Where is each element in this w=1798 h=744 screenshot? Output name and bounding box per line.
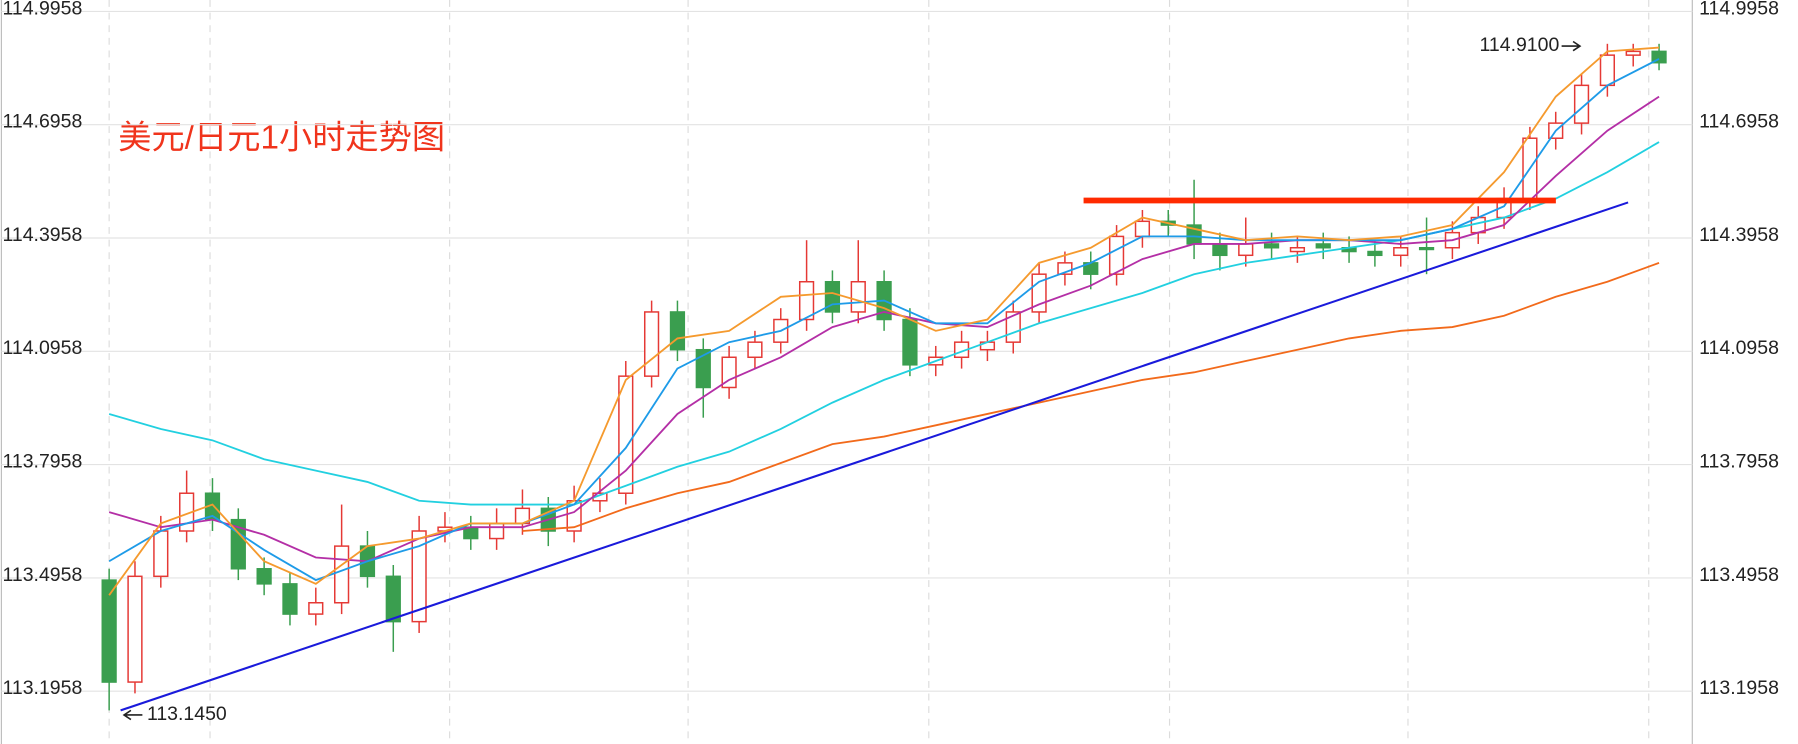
- y-tick-label-right: 114.6958: [1699, 111, 1779, 133]
- y-tick-label-left: 113.4958: [3, 564, 83, 586]
- candle-body: [1418, 247, 1435, 251]
- candle-body: [618, 375, 634, 494]
- candle-body: [850, 280, 866, 313]
- candle-body: [1057, 262, 1073, 275]
- candle-body: [1289, 247, 1306, 253]
- candle-body: [669, 311, 686, 351]
- y-tick-label-right: 113.1958: [1699, 677, 1779, 699]
- trend-line: [120, 201, 1629, 712]
- y-tick-label-right: 113.4958: [1699, 564, 1779, 586]
- candle-body: [1573, 84, 1590, 124]
- moving-average-line: [108, 46, 1660, 596]
- candle-body: [1212, 243, 1228, 257]
- chart-title: 美元/日元1小时走势图: [118, 120, 445, 157]
- candle-body: [1367, 250, 1383, 257]
- y-tick-label-left: 113.7958: [3, 450, 83, 472]
- candle-body: [101, 579, 117, 683]
- candle-body: [1263, 243, 1280, 249]
- y-tick-label-left: 114.0958: [3, 337, 83, 359]
- candle-body: [1625, 50, 1641, 56]
- candle-body: [334, 545, 350, 604]
- high-annotation: 114.9100: [1480, 34, 1560, 56]
- candle-body: [798, 280, 815, 321]
- candle-body: [747, 341, 763, 359]
- moving-average-line: [108, 58, 1660, 582]
- candle-body: [695, 348, 711, 389]
- y-tick-label-right: 114.0958: [1699, 337, 1779, 359]
- y-tick-label-right: 113.7958: [1699, 450, 1779, 472]
- vertical-grid: [108, 0, 1650, 744]
- moving-average-line: [522, 262, 1660, 532]
- annotation-arrow: [1561, 40, 1582, 52]
- candle-body: [308, 602, 324, 615]
- candle-body: [256, 568, 272, 585]
- candle-body: [643, 311, 660, 377]
- annotation-arrow: [122, 709, 143, 721]
- y-tick-label-left: 114.3958: [3, 224, 83, 246]
- candle-body: [1108, 235, 1125, 275]
- low-annotation: 113.1450: [147, 703, 227, 725]
- y-tick-label-right: 114.9958: [1699, 0, 1779, 19]
- candle-body: [902, 318, 918, 366]
- y-tick-label-left: 114.9958: [3, 0, 83, 19]
- candle-body: [1238, 243, 1254, 257]
- candle-body: [385, 575, 401, 623]
- candle-body: [1599, 54, 1616, 87]
- candle-body: [153, 530, 169, 578]
- y-tick-label-left: 114.6958: [3, 111, 83, 133]
- candle-body: [1651, 50, 1667, 64]
- candle-body: [282, 583, 298, 615]
- candle-body: [488, 522, 505, 540]
- candle-body: [1315, 243, 1331, 249]
- candle-body: [1134, 220, 1151, 238]
- candle-body: [721, 356, 737, 389]
- candle-body: [1393, 247, 1409, 257]
- candle-body: [127, 575, 143, 683]
- y-tick-label-right: 114.3958: [1699, 224, 1779, 246]
- candle-body: [230, 518, 246, 570]
- candle-body: [411, 530, 427, 623]
- y-tick-label-left: 113.1958: [3, 677, 83, 699]
